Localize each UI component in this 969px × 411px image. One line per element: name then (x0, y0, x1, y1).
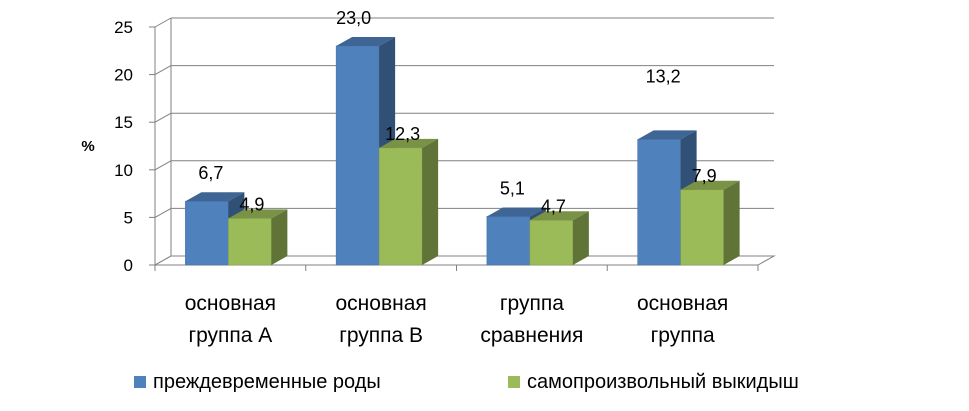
legend-label: преждевременные роды (153, 371, 381, 393)
data-label: 23,0 (336, 8, 371, 28)
legend-label: самопроизвольный выкидыш (527, 371, 799, 393)
x-tick-label: основная (185, 292, 276, 315)
gridline-side (154, 207, 172, 218)
legend-swatch (508, 376, 520, 388)
bar-side-1 (271, 209, 288, 265)
bar-0 (335, 45, 380, 266)
bar-1 (529, 220, 574, 266)
bar-top-1 (379, 138, 439, 148)
bar-0 (486, 216, 531, 266)
x-tick-label: группа (651, 324, 715, 347)
bar-top-0 (486, 207, 546, 217)
bar-1 (680, 189, 724, 266)
bar-1 (228, 218, 272, 266)
y-axis-label: % (81, 138, 94, 155)
y-tick-label: 20 (114, 66, 133, 85)
data-label: 4,9 (239, 194, 264, 214)
legend-swatch (134, 376, 146, 388)
y-tick-label: 0 (124, 256, 133, 275)
bar-top-0 (185, 192, 245, 202)
x-tick-label: сравнения (480, 324, 583, 347)
bar-side-1 (572, 211, 589, 265)
data-label: 7,9 (692, 166, 717, 186)
gridline-side (154, 65, 172, 76)
x-tick-label: группа В (339, 324, 423, 347)
gridline-side (154, 17, 172, 28)
bar-side-1 (422, 138, 439, 265)
y-tick-label: 10 (114, 161, 133, 180)
data-label: 6,7 (198, 163, 223, 183)
bar-top-0 (336, 37, 396, 47)
bar-top-1 (228, 209, 288, 219)
x-tick-label: основная (335, 292, 426, 315)
bar-top-0 (637, 130, 697, 140)
bar-top-1 (680, 180, 740, 190)
bar-0 (637, 139, 681, 266)
bar-top-1 (529, 211, 589, 221)
data-label: 13,2 (646, 66, 681, 86)
data-label: 5,1 (500, 178, 525, 198)
y-tick-label: 15 (114, 113, 133, 132)
y-tick-label: 5 (124, 208, 133, 227)
gridline-side (154, 160, 172, 171)
bar-1 (378, 147, 423, 266)
gridline-side (154, 112, 172, 123)
gridline-side (154, 255, 172, 266)
bar-side-1 (723, 180, 740, 265)
x-tick-label: основная (637, 292, 728, 315)
x-tick-label: группа (500, 292, 564, 315)
x-tick-label: группа А (188, 324, 272, 347)
y-tick-label: 25 (114, 18, 133, 37)
data-label: 4,7 (541, 196, 566, 216)
bar-0 (185, 200, 229, 266)
data-label: 12,3 (385, 124, 420, 144)
